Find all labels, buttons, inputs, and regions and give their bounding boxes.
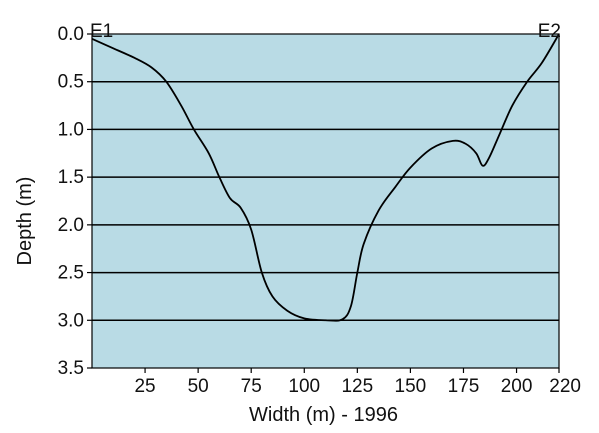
y-axis-title: Depth (m) <box>14 177 36 266</box>
x-tick-label: 175 <box>448 376 480 397</box>
y-tick-label: 1.5 <box>58 167 84 188</box>
end-label: E2 <box>538 21 561 42</box>
x-tick-label: 150 <box>395 376 427 397</box>
y-tick-label: 1.0 <box>58 119 84 140</box>
y-tick-label: 3.5 <box>58 358 84 379</box>
y-tick-label: 0.5 <box>58 72 84 93</box>
x-tick-label: 50 <box>188 376 209 397</box>
x-axis-title: Width (m) - 1996 <box>249 404 398 426</box>
x-axis-ticks: 25 50 75 100 125 150 175 200 220 <box>134 368 581 397</box>
x-tick-label: 75 <box>241 376 262 397</box>
plot-area <box>92 34 559 368</box>
y-axis-ticks: 0.0 0.5 1.0 1.5 2.0 2.5 3.0 3.5 <box>58 24 92 379</box>
x-tick-label: 125 <box>341 376 373 397</box>
x-tick-label: 25 <box>134 376 155 397</box>
x-tick-label: 200 <box>501 376 533 397</box>
y-tick-label: 2.5 <box>58 263 84 284</box>
end-label: E1 <box>90 21 113 42</box>
y-tick-label: 2.0 <box>58 215 84 236</box>
y-tick-label: 0.0 <box>58 24 84 45</box>
plot-border <box>91 33 560 369</box>
y-tick-label: 3.0 <box>58 310 84 331</box>
series-group <box>91 33 560 322</box>
x-tick-label: 100 <box>288 376 320 397</box>
depth-profile-line <box>91 33 560 322</box>
end-labels: E1 E2 <box>90 21 561 42</box>
x-tick-label: 220 <box>549 376 581 397</box>
